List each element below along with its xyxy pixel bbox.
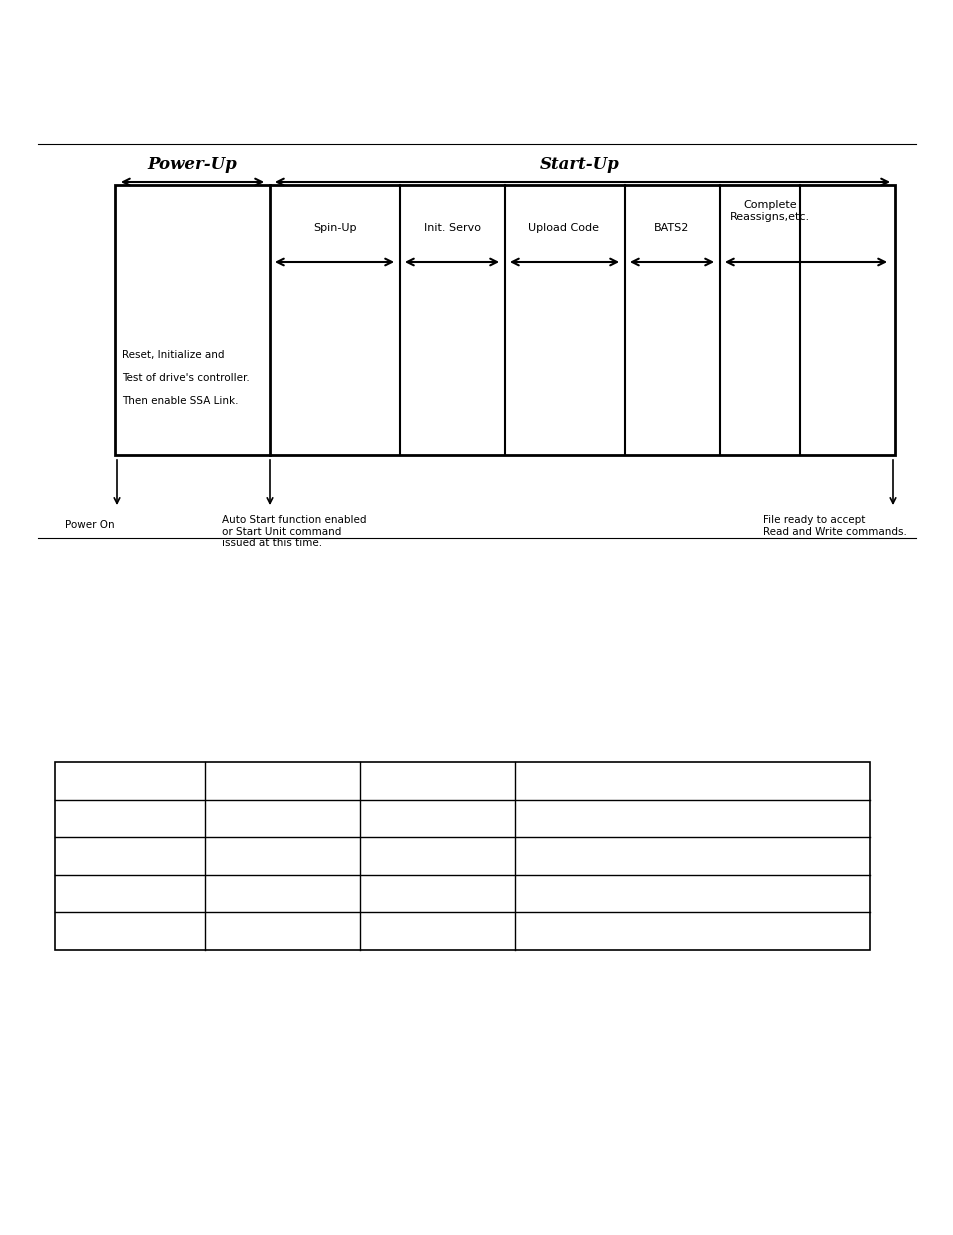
Text: Reset, Initialize and

Test of drive's controller.

Then enable SSA Link.: Reset, Initialize and Test of drive's co… (122, 350, 250, 406)
Text: File ready to accept
Read and Write commands.: File ready to accept Read and Write comm… (762, 515, 906, 536)
Text: Start-Up: Start-Up (539, 156, 619, 173)
Text: Init. Servo: Init. Servo (423, 224, 480, 233)
Text: Auto Start function enabled
or Start Unit command
issued at this time.: Auto Start function enabled or Start Uni… (222, 515, 366, 548)
Bar (55, 762, 869, 950)
Text: Upload Code: Upload Code (527, 224, 598, 233)
Text: BATS2: BATS2 (654, 224, 689, 233)
Text: Power-Up: Power-Up (147, 156, 236, 173)
Text: Power On: Power On (65, 520, 114, 530)
Bar (115, 185, 894, 454)
Text: Spin-Up: Spin-Up (313, 224, 356, 233)
Text: Complete
Reassigns,etc.: Complete Reassigns,etc. (729, 200, 809, 222)
